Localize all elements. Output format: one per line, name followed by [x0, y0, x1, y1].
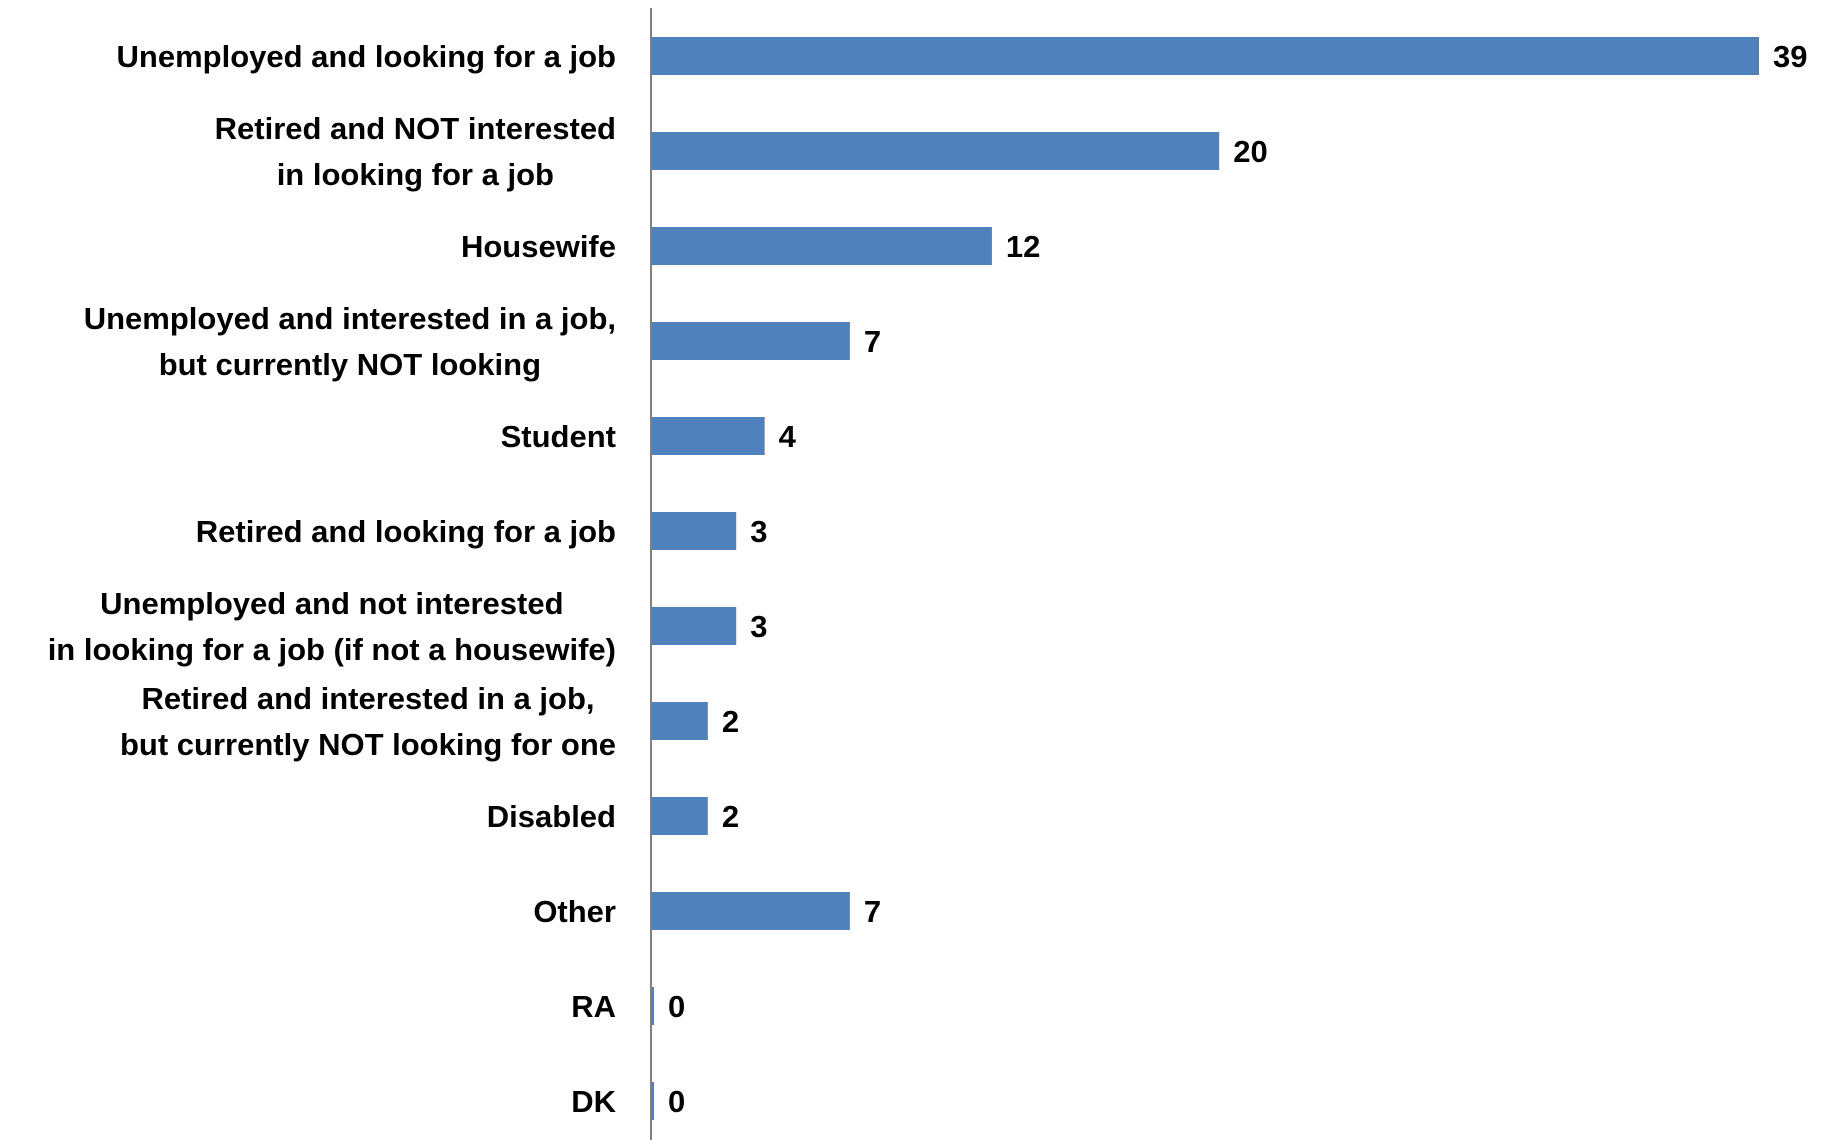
category-label-line: Unemployed and looking for a job — [117, 39, 616, 74]
category-label: Retired and interested in a job, but curr… — [120, 681, 616, 762]
bar — [651, 322, 850, 360]
data-label: 12 — [1006, 229, 1040, 264]
bar — [651, 1082, 654, 1120]
category-label-line: DK — [571, 1084, 616, 1119]
category-label: Unemployed and not interested in looking … — [48, 586, 616, 667]
category-label: DK — [571, 1084, 616, 1119]
category-label-line: Unemployed and not interested — [100, 586, 563, 621]
category-label-line: Disabled — [487, 799, 616, 834]
data-label: 0 — [668, 1084, 685, 1119]
category-label: Other — [533, 894, 616, 929]
category-label-line: Other — [533, 894, 616, 929]
category-label: Disabled — [487, 799, 616, 834]
data-label: 7 — [864, 894, 881, 929]
bar — [651, 702, 708, 740]
category-label-line: Retired and NOT interested — [215, 111, 616, 146]
category-label-line: in looking for a job (if not a housewife… — [48, 632, 616, 667]
category-label-line: but currently NOT looking — [159, 347, 541, 382]
data-label: 2 — [722, 704, 739, 739]
bar — [651, 417, 765, 455]
bar — [651, 797, 708, 835]
value-labels-group: 39 20 12 7 4 3 3 2 2 7 0 0 — [668, 39, 1807, 1119]
bar — [651, 892, 850, 930]
category-label: Unemployed and interested in a job, but c… — [84, 301, 616, 382]
bar — [651, 227, 992, 265]
data-label: 3 — [750, 609, 767, 644]
category-label-line: but currently NOT looking for one — [120, 727, 616, 762]
category-label-line: Retired and interested in a job, — [141, 681, 594, 716]
category-label-line: RA — [571, 989, 616, 1024]
data-label: 39 — [1773, 39, 1807, 74]
category-label: Retired and NOT interested in looking for… — [215, 111, 616, 192]
category-label: Unemployed and looking for a job — [117, 39, 616, 74]
data-label: 20 — [1233, 134, 1267, 169]
category-label-line: in looking for a job — [277, 157, 554, 192]
data-label: 7 — [864, 324, 881, 359]
data-label: 3 — [750, 514, 767, 549]
bar — [651, 132, 1220, 170]
category-label: Student — [501, 419, 616, 454]
category-label-line: Retired and looking for a job — [196, 514, 616, 549]
bar — [651, 37, 1759, 75]
category-label-line: Student — [501, 419, 616, 454]
bars-group — [651, 37, 1759, 1120]
category-label: Housewife — [461, 229, 616, 264]
category-label-line: Unemployed and interested in a job, — [84, 301, 616, 336]
bar — [651, 987, 654, 1025]
data-label: 0 — [668, 989, 685, 1024]
category-label-line: Housewife — [461, 229, 616, 264]
data-label: 4 — [779, 419, 797, 454]
bar — [651, 607, 737, 645]
category-label: Retired and looking for a job — [196, 514, 616, 549]
bar — [651, 512, 737, 550]
category-label: RA — [571, 989, 616, 1024]
category-labels-group: Unemployed and looking for a job Retired … — [48, 39, 617, 1119]
data-label: 2 — [722, 799, 739, 834]
